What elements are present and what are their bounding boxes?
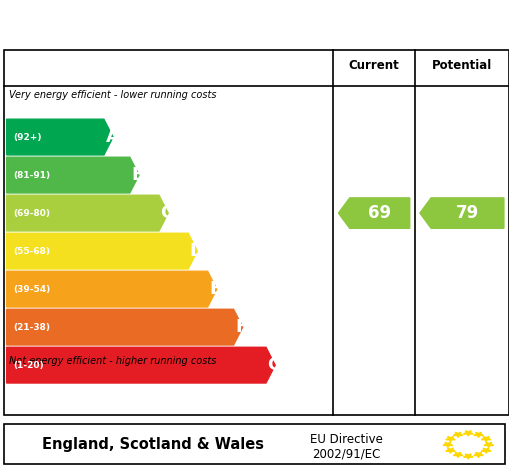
Text: (69-80): (69-80) bbox=[13, 209, 50, 218]
Polygon shape bbox=[482, 437, 491, 442]
Text: E: E bbox=[209, 280, 221, 298]
Text: D: D bbox=[190, 242, 205, 260]
Text: Energy Efficiency Rating: Energy Efficiency Rating bbox=[101, 11, 408, 31]
Polygon shape bbox=[443, 442, 453, 447]
Text: (39-54): (39-54) bbox=[13, 284, 50, 294]
Text: England, Scotland & Wales: England, Scotland & Wales bbox=[42, 437, 264, 452]
Polygon shape bbox=[7, 347, 275, 383]
Text: Current: Current bbox=[349, 59, 400, 72]
Text: 69: 69 bbox=[368, 204, 391, 222]
Polygon shape bbox=[454, 453, 463, 457]
Text: (21-38): (21-38) bbox=[13, 323, 50, 332]
Text: Potential: Potential bbox=[432, 59, 492, 72]
Polygon shape bbox=[7, 157, 139, 193]
Polygon shape bbox=[474, 453, 483, 457]
Polygon shape bbox=[464, 454, 473, 459]
Text: Very energy efficient - lower running costs: Very energy efficient - lower running co… bbox=[9, 90, 217, 99]
Polygon shape bbox=[7, 233, 197, 269]
Polygon shape bbox=[420, 198, 504, 228]
Polygon shape bbox=[7, 271, 217, 307]
Text: G: G bbox=[268, 356, 282, 374]
Polygon shape bbox=[338, 198, 410, 228]
Polygon shape bbox=[454, 432, 463, 438]
Text: (81-91): (81-91) bbox=[13, 170, 50, 180]
Polygon shape bbox=[7, 119, 113, 155]
Text: (1-20): (1-20) bbox=[13, 361, 44, 370]
Polygon shape bbox=[7, 309, 243, 345]
Text: B: B bbox=[131, 166, 145, 184]
Polygon shape bbox=[7, 195, 168, 231]
Polygon shape bbox=[446, 437, 455, 442]
Text: (55-68): (55-68) bbox=[13, 247, 50, 255]
Text: C: C bbox=[160, 204, 174, 222]
Polygon shape bbox=[474, 432, 483, 438]
Text: F: F bbox=[235, 318, 247, 336]
Text: A: A bbox=[105, 128, 119, 146]
Text: Not energy efficient - higher running costs: Not energy efficient - higher running co… bbox=[9, 356, 216, 366]
Polygon shape bbox=[446, 448, 455, 453]
Polygon shape bbox=[464, 431, 473, 436]
Polygon shape bbox=[484, 442, 494, 447]
Polygon shape bbox=[482, 448, 491, 453]
Text: 2002/91/EC: 2002/91/EC bbox=[312, 447, 380, 460]
Text: (92+): (92+) bbox=[13, 133, 42, 142]
Text: 79: 79 bbox=[456, 204, 479, 222]
Text: EU Directive: EU Directive bbox=[309, 433, 383, 446]
